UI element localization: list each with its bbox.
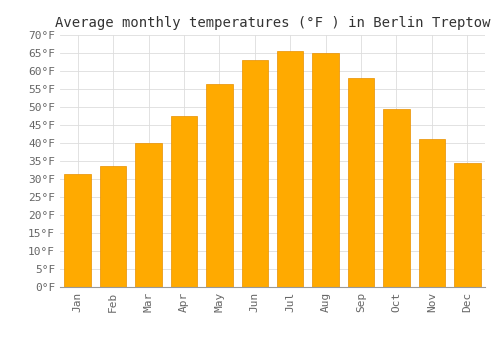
Bar — [312, 53, 339, 287]
Title: Average monthly temperatures (°F ) in Berlin Treptow: Average monthly temperatures (°F ) in Be… — [55, 16, 490, 30]
Bar — [418, 139, 445, 287]
Bar — [383, 109, 409, 287]
Bar — [170, 116, 197, 287]
Bar — [277, 51, 303, 287]
Bar — [100, 166, 126, 287]
Bar — [242, 60, 268, 287]
Bar — [348, 78, 374, 287]
Bar — [454, 163, 480, 287]
Bar — [206, 84, 233, 287]
Bar — [64, 174, 91, 287]
Bar — [136, 143, 162, 287]
